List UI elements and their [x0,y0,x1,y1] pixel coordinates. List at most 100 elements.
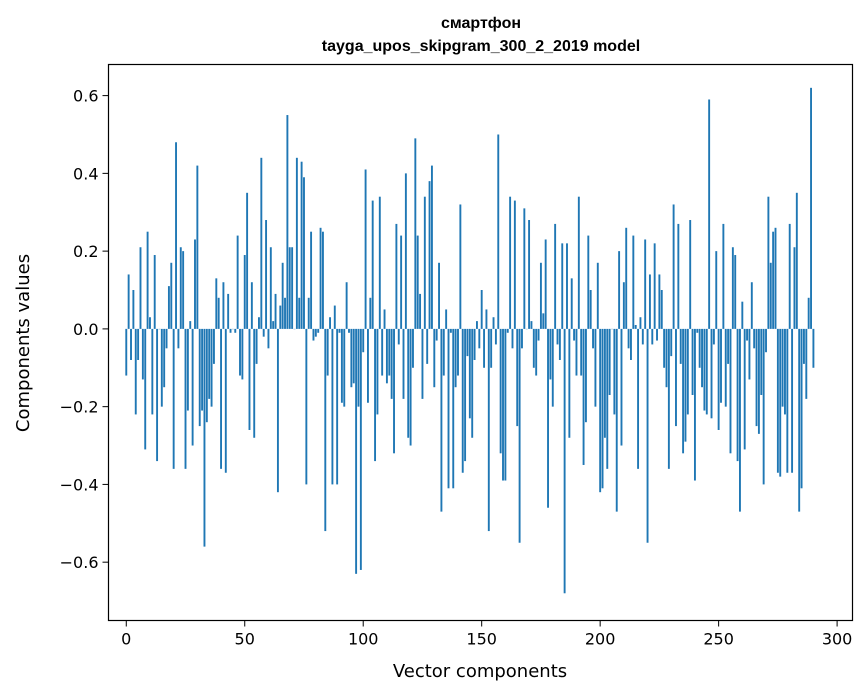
bar [336,328,339,485]
bar [189,321,192,329]
bar [487,328,490,532]
bar [378,196,381,329]
bar [701,328,703,388]
bar [404,173,407,329]
bar [532,328,535,368]
bar [364,169,367,329]
x-axis-ticks: 0 50 100 150 200 250 300 [121,620,852,649]
bar [440,328,443,512]
bar [665,328,668,388]
bar [208,328,211,399]
bar [772,231,775,329]
bar [274,293,277,329]
bar [494,328,497,345]
bar [717,328,720,430]
bar [284,297,286,329]
bar [786,328,789,473]
bar [229,328,232,333]
bar [194,239,196,329]
bar [350,328,353,388]
bar [686,328,689,415]
bar [807,297,810,329]
bar [435,328,438,341]
bar [518,328,521,543]
bar [288,247,291,329]
bar [551,328,554,407]
bar [253,328,256,438]
chart-subtitle: tayga_upos_skipgram_300_2_2019 model [322,38,640,55]
bar [625,227,628,329]
bar [357,328,360,407]
bar [663,328,666,368]
bar [539,262,542,329]
bar [459,204,462,329]
bar [587,235,590,329]
bar [272,321,275,329]
bar [369,297,372,329]
bar [516,328,519,427]
bar [651,328,654,345]
bar [167,286,170,329]
bar [632,235,635,329]
x-tick-label: 200 [585,630,616,649]
bar [521,328,523,349]
bar [250,282,253,329]
bar [248,328,251,430]
bar [452,328,455,489]
bar [497,134,500,329]
bar [603,328,606,438]
bar [634,325,637,329]
bar [795,192,798,329]
bar [757,328,760,434]
bar [769,262,772,329]
bar [407,328,410,438]
bar [300,161,303,329]
bar [620,328,623,446]
bar [447,328,450,489]
bar [203,328,206,547]
bar [566,243,568,329]
bar [160,328,163,407]
bar [265,220,268,329]
bar [319,227,322,329]
bar [359,328,362,570]
bar [805,328,808,399]
bar [156,328,159,462]
bar [535,328,538,376]
bar [615,328,618,512]
bar [478,328,481,349]
bar [502,328,504,481]
bar [506,328,509,333]
bar [476,321,478,329]
bar [127,274,130,329]
bar [528,220,531,329]
bar [201,328,204,411]
bar [419,293,422,329]
bar [608,328,611,395]
bar [457,328,459,376]
bar [684,328,687,442]
bar [542,313,545,329]
bar [303,177,305,329]
y-tick-label: 0.4 [73,164,98,183]
bar [573,328,576,341]
bar [210,328,213,407]
bar [376,328,379,415]
bar [281,262,284,329]
bar [433,328,436,388]
bar [729,328,732,454]
bar [182,251,185,329]
bar [511,328,514,349]
bar [388,328,391,376]
bar [594,328,597,407]
bar [720,328,722,403]
bar [750,282,753,329]
bar [682,328,685,454]
bar [324,328,327,532]
bar [212,328,215,364]
bar [255,328,258,364]
bar [774,227,777,329]
bar [362,328,365,353]
bar [627,328,630,349]
x-tick-label: 50 [235,630,255,649]
